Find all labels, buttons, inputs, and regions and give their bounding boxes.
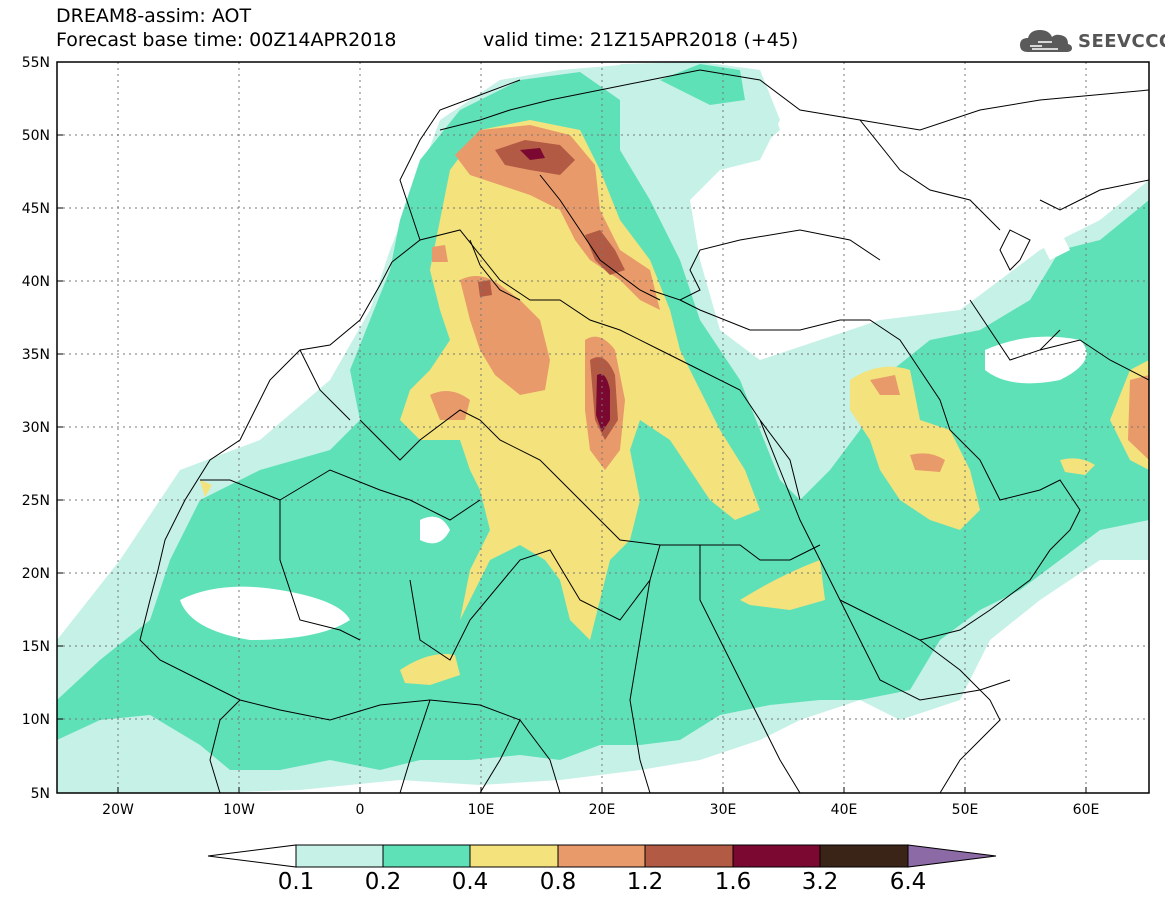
lon-label: 10E	[468, 802, 495, 818]
lon-label: 30E	[710, 802, 737, 818]
lat-label: 50N	[22, 128, 50, 144]
colorbar-bin	[469, 844, 559, 868]
colorbar-bin	[819, 844, 909, 868]
lat-label: 25N	[22, 493, 50, 509]
lon-label: 20E	[589, 802, 616, 818]
lon-label: 0	[356, 802, 365, 818]
lat-label: 55N	[22, 55, 50, 71]
seevccc-logo: SEEVCCC	[1018, 24, 1165, 58]
aot-field	[57, 62, 1149, 793]
colorbar-over-arrow	[907, 844, 997, 868]
cloud-icon	[1020, 30, 1072, 52]
longitude-labels: 20W 10W 0 10E 20E 30E 40E 50E 60E	[102, 802, 1099, 818]
colorbar-label: 1.6	[714, 869, 752, 895]
axis-ticks	[57, 61, 1087, 793]
colorbar-label: 0.4	[451, 869, 489, 895]
lat-label: 20N	[22, 566, 50, 582]
lat-label: 40N	[22, 274, 50, 290]
latitude-labels: 55N 50N 45N 40N 35N 30N 25N 20N 15N 10N …	[22, 55, 50, 802]
colorbar-bin	[295, 844, 384, 868]
lat-label: 10N	[22, 712, 50, 728]
map-title: DREAM8-assim: AOT	[56, 5, 252, 27]
colorbar-label: 1.2	[626, 869, 664, 895]
aot-clear-patches	[180, 230, 1087, 640]
graticule	[57, 62, 1149, 793]
valid-time: valid time: 21Z15APR2018 (+45)	[483, 29, 799, 51]
logo-text: SEEVCCC	[1078, 30, 1165, 52]
colorbar-bin	[644, 844, 734, 868]
forecast-base-time: Forecast base time: 00Z14APR2018	[56, 29, 397, 51]
aot-contour-1-6	[520, 148, 610, 432]
colorbar-label: 6.4	[889, 869, 927, 895]
colorbar-label: 0.8	[539, 869, 577, 895]
colorbar-label: 3.2	[801, 869, 839, 895]
lat-label: 35N	[22, 347, 50, 363]
colorbar-under-arrow	[207, 844, 297, 868]
lon-label: 20W	[102, 802, 134, 818]
colorbar	[207, 844, 997, 868]
lon-label: 40E	[831, 802, 858, 818]
lon-label: 50E	[952, 802, 979, 818]
lat-label: 30N	[22, 420, 50, 436]
colorbar-bin	[557, 844, 646, 868]
lat-label: 5N	[31, 786, 50, 802]
colorbar-bin	[382, 844, 471, 868]
lat-label: 45N	[22, 201, 50, 217]
colorbar-label: 0.2	[364, 869, 402, 895]
colorbar-bin	[732, 844, 821, 868]
coastlines	[139, 69, 1149, 793]
lat-label: 15N	[22, 639, 50, 655]
colorbar-label: 0.1	[277, 869, 315, 895]
lon-label: 60E	[1073, 802, 1100, 818]
lon-label: 10W	[223, 802, 255, 818]
